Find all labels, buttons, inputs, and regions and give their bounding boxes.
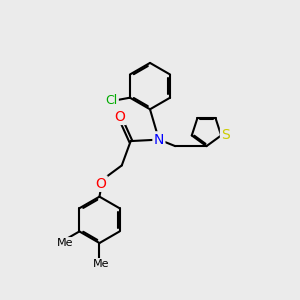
Text: Cl: Cl <box>105 94 118 107</box>
Text: O: O <box>115 110 125 124</box>
Text: O: O <box>95 177 106 190</box>
Text: N: N <box>154 133 164 147</box>
Text: Me: Me <box>57 238 74 248</box>
Text: S: S <box>221 128 230 142</box>
Text: Me: Me <box>93 259 109 269</box>
